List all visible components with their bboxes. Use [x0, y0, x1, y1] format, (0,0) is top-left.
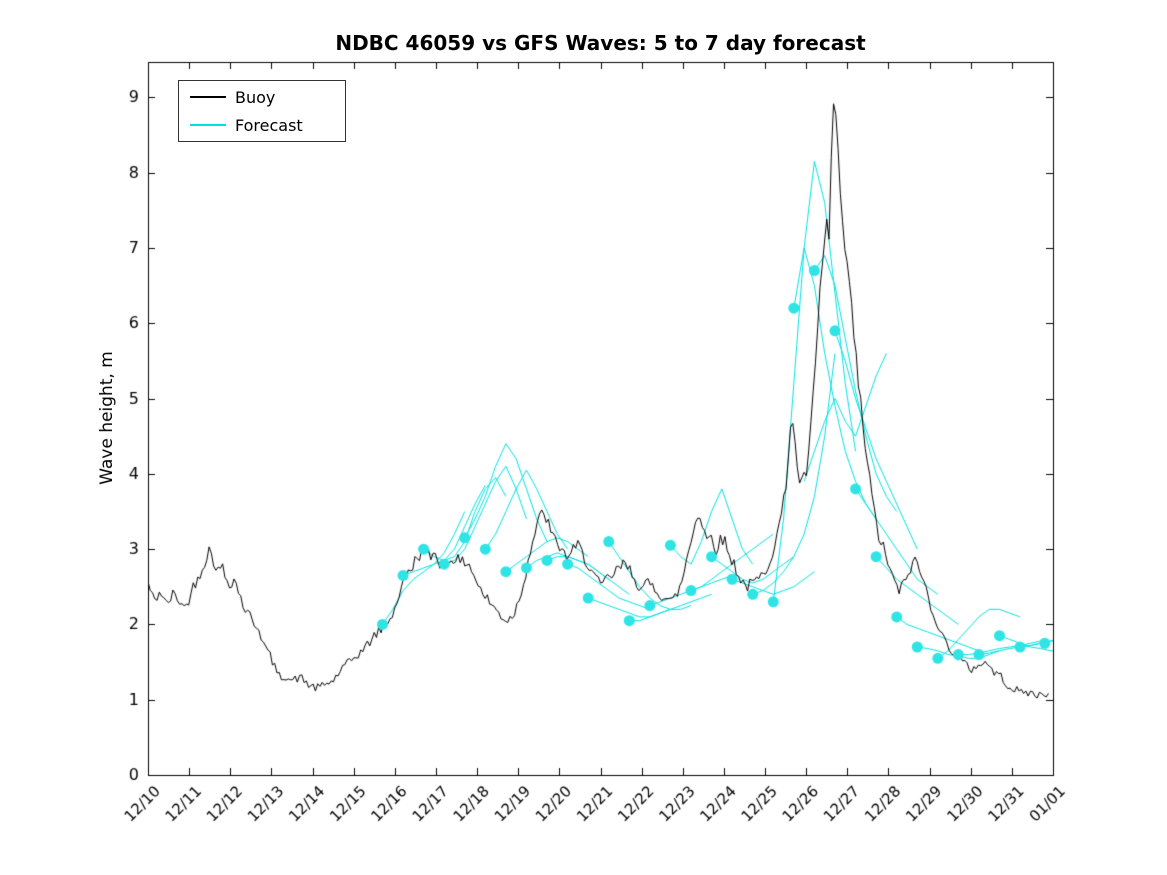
legend-label-forecast: Forecast — [235, 115, 303, 135]
buoy-line-swatch — [190, 96, 226, 98]
forecast-line-swatch — [190, 124, 226, 126]
legend-entry-buoy: Buoy — [179, 83, 345, 111]
legend: Buoy Forecast — [178, 80, 346, 142]
legend-entry-forecast: Forecast — [179, 111, 345, 139]
y-axis-label: Wave height, m — [97, 351, 117, 485]
chart-title: NDBC 46059 vs GFS Waves: 5 to 7 day fore… — [335, 31, 866, 55]
legend-label-buoy: Buoy — [235, 87, 276, 107]
